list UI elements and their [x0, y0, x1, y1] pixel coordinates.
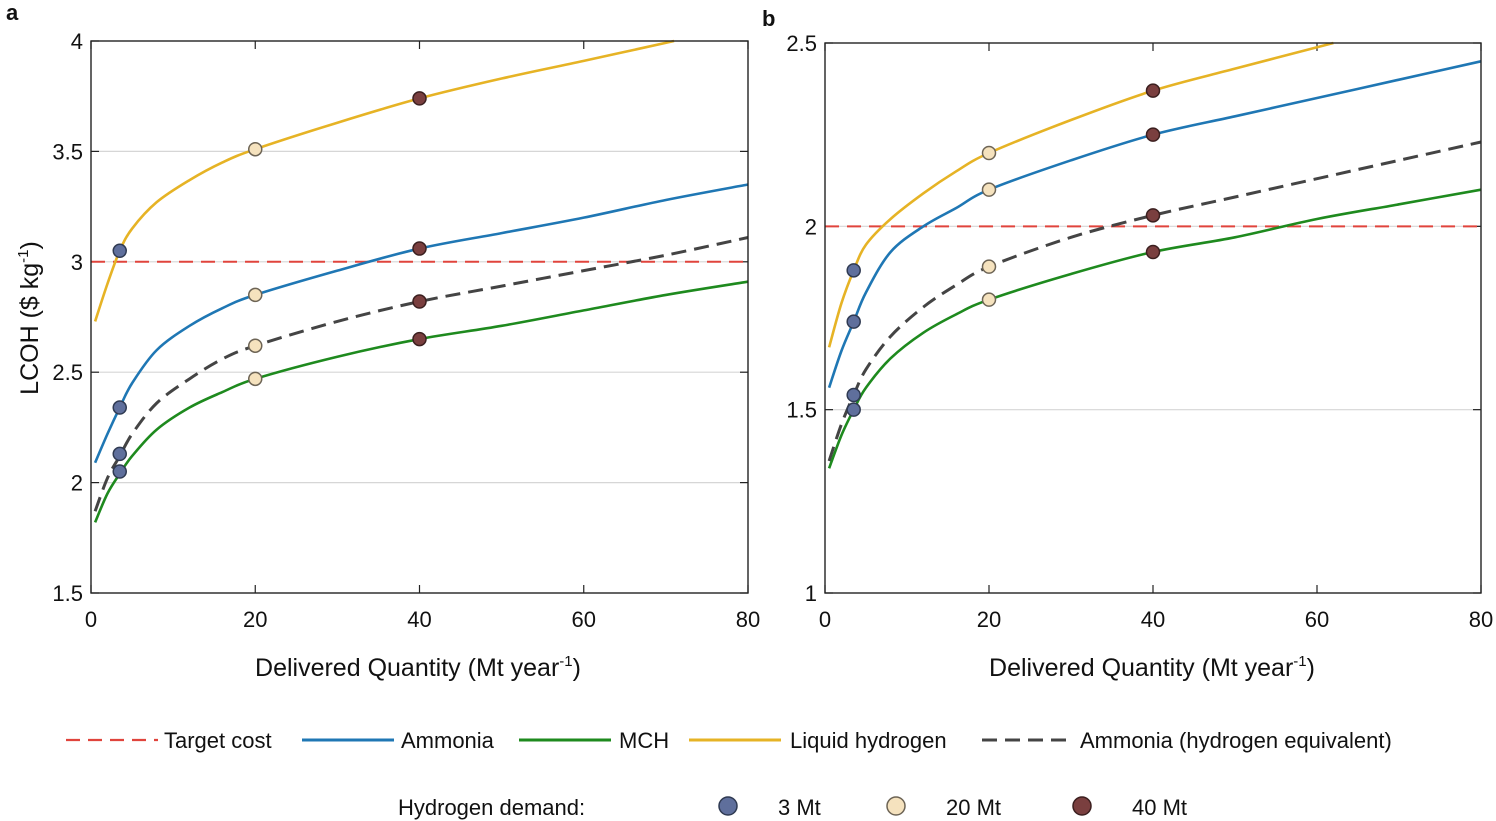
plot-frame: [90, 40, 749, 594]
y-tick-label: 2: [805, 214, 817, 239]
data-point-d3: [112, 400, 127, 415]
y-tick-label: 1: [805, 581, 817, 606]
legend-label-mch: MCH: [619, 728, 669, 753]
legend-demand-title: Hydrogen demand:: [398, 795, 585, 820]
x-tick-label: 20: [243, 607, 267, 632]
series-line-ammonia: [93, 183, 749, 464]
data-point-d40: [1145, 127, 1161, 142]
legend-marker-40mt: [1072, 796, 1092, 816]
legend-demand: Hydrogen demand: 3 Mt 20 Mt 40 Mt: [398, 795, 1187, 820]
legend-marker-3mt: [718, 796, 738, 816]
panel-label-b: b: [762, 6, 775, 31]
data-point-d40: [412, 331, 427, 347]
x-tick-label: 20: [977, 607, 1001, 632]
series-line-mch: [827, 188, 1482, 469]
y-tick-label: 1.5: [52, 581, 83, 606]
legend-label-20mt: 20 Mt: [946, 795, 1001, 820]
data-point-d40: [1145, 244, 1161, 260]
legend-label-lh2: Liquid hydrogen: [790, 728, 947, 753]
y-tick-label: 1.5: [786, 398, 817, 423]
data-point-d3: [112, 446, 127, 462]
data-point-d3: [846, 402, 861, 417]
legend-label-3mt: 3 Mt: [778, 795, 821, 820]
legend-label-ammonia-eq: Ammonia (hydrogen equivalent): [1080, 728, 1392, 753]
data-point-d20: [981, 145, 997, 161]
x-tick-label: 40: [1141, 607, 1165, 632]
y-tick-label: 2.5: [786, 31, 817, 56]
data-point-d3: [846, 387, 861, 403]
plot-panel-a: 1.522.533.540 20 40 60 80: [52, 29, 760, 632]
series-line-ammonia: [827, 60, 1482, 389]
x-tick-label: 60: [572, 607, 596, 632]
legend-marker-20mt: [886, 796, 906, 816]
x-tick-label: 0: [819, 607, 831, 632]
plot-panel-b: 1 1.5 2 2.5 0 20 40 60 80: [786, 31, 1493, 632]
x-tick-label: 40: [407, 607, 431, 632]
series-line-ammonia-eq: [93, 236, 749, 512]
legend-label-ammonia: Ammonia: [401, 728, 495, 753]
data-point-d20: [981, 259, 997, 274]
y-tick-label: 3.5: [52, 139, 83, 164]
legend-series: Target cost Ammonia MCH Liquid hydrogen …: [66, 728, 1392, 753]
x-tick-label: 80: [736, 607, 760, 632]
data-point-d20: [248, 338, 263, 353]
y-tick-label: 3: [71, 250, 83, 275]
y-tick-label: 2: [71, 471, 83, 496]
x-tick-label: 60: [1305, 607, 1329, 632]
x-tick-label: 0: [85, 607, 97, 632]
data-point-d40: [412, 241, 427, 256]
y-axis-label-a: LCOH ($ kg-1): [15, 241, 44, 395]
data-point-d40: [412, 91, 427, 106]
data-point-d40: [412, 294, 427, 309]
series-line-mch: [93, 280, 749, 523]
legend-label-target: Target cost: [164, 728, 272, 753]
data-point-d40: [1145, 208, 1161, 223]
legend-label-40mt: 40 Mt: [1132, 795, 1187, 820]
data-point-d20: [248, 287, 263, 303]
y-axis-label-sup: -1: [15, 250, 32, 263]
data-point-d40: [1145, 83, 1161, 98]
y-tick-label: 4: [71, 29, 83, 54]
data-point-d20: [248, 371, 263, 387]
x-axis-label-b: Delivered Quantity (Mt year-1): [989, 653, 1315, 682]
data-point-d20: [981, 292, 997, 307]
data-point-d3: [846, 263, 861, 278]
panel-label-a: a: [6, 0, 19, 25]
data-point-d3: [112, 243, 127, 259]
data-point-d20: [248, 141, 263, 157]
series-line-lh2: [93, 39, 675, 322]
series-line-lh2: [827, 41, 1334, 348]
plot-frame: [824, 42, 1482, 594]
x-axis-label-a: Delivered Quantity (Mt year-1): [255, 653, 581, 682]
data-point-d3: [846, 314, 861, 329]
data-point-d3: [112, 464, 127, 479]
data-point-d20: [981, 182, 997, 197]
x-tick-label: 80: [1469, 607, 1493, 632]
y-tick-label: 2.5: [52, 360, 83, 385]
